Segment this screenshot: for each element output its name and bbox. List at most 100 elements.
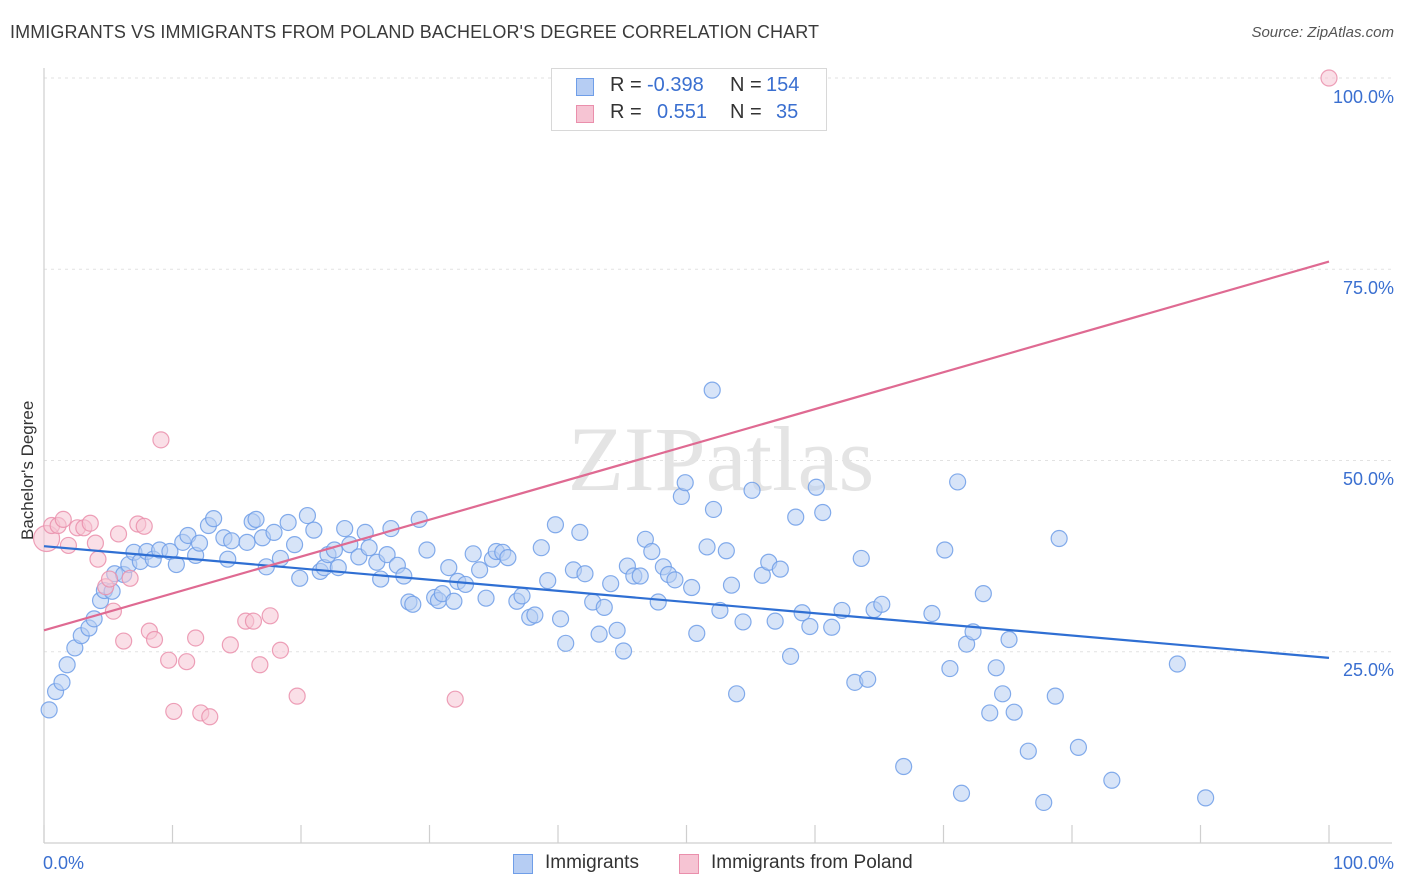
data-point	[823, 618, 841, 636]
n-label: N =	[730, 74, 762, 96]
data-point	[1069, 738, 1088, 756]
data-point	[987, 659, 1005, 677]
data-point	[360, 539, 378, 557]
data-point	[1320, 69, 1338, 87]
data-point	[305, 521, 323, 539]
data-point	[40, 701, 58, 719]
data-point	[952, 784, 971, 802]
data-point	[291, 569, 309, 587]
data-point	[814, 503, 832, 522]
data-point	[247, 510, 265, 529]
data-point	[285, 536, 304, 554]
y-axis-title: Bachelor's Degree	[18, 400, 37, 540]
data-point	[440, 558, 458, 577]
data-point	[941, 659, 959, 678]
legend-swatch-immigrants	[513, 854, 533, 874]
n-value: 35	[776, 101, 799, 123]
data-point	[771, 560, 789, 578]
data-point	[152, 431, 170, 449]
data-point	[666, 571, 684, 589]
data-point	[265, 523, 283, 542]
data-point	[595, 598, 613, 616]
correlation-legend: R = -0.398 N = 154 R = 0.551 N = 35	[551, 68, 827, 131]
data-point	[251, 656, 269, 674]
data-point	[219, 550, 237, 568]
n-label: N =	[730, 101, 762, 123]
data-point	[717, 542, 735, 560]
legend-swatch-immigrants	[576, 78, 594, 96]
n-value: 154	[766, 74, 800, 96]
data-point	[109, 525, 128, 543]
data-point	[949, 473, 967, 491]
data-point	[1197, 789, 1215, 807]
watermark: ZIPatlas	[568, 408, 875, 510]
data-point	[643, 542, 661, 561]
series-immigrants-from-poland	[32, 69, 1338, 726]
data-point	[873, 595, 891, 613]
trend-line-immigrants	[43, 545, 1330, 659]
x-tick-label-max: 100.0%	[1332, 853, 1394, 873]
data-point	[205, 510, 223, 528]
data-point	[1000, 630, 1018, 649]
data-point	[471, 561, 489, 579]
data-point	[1005, 703, 1023, 721]
data-point	[160, 651, 178, 669]
data-point	[418, 541, 436, 559]
data-point	[787, 508, 805, 526]
data-point	[923, 604, 941, 623]
data-point	[1168, 655, 1186, 673]
data-point	[608, 621, 626, 639]
y-tick-label: 50.0%	[1342, 469, 1394, 489]
r-value: 0.551	[657, 101, 708, 123]
data-point	[590, 625, 608, 643]
data-point	[499, 549, 517, 567]
data-point	[807, 478, 825, 496]
data-point	[288, 687, 306, 705]
data-point	[704, 500, 723, 519]
data-point	[167, 555, 185, 574]
legend-label-immigrants: Immigrants	[545, 852, 639, 873]
data-point	[86, 534, 105, 552]
data-point	[631, 567, 649, 585]
data-point	[53, 673, 71, 691]
y-tick-label: 25.0%	[1342, 660, 1394, 680]
data-point	[221, 636, 239, 654]
data-point	[89, 550, 107, 568]
data-point	[477, 589, 495, 607]
data-point	[859, 670, 877, 688]
data-point	[895, 757, 913, 776]
data-point	[571, 523, 589, 542]
data-point	[165, 702, 183, 721]
data-point	[271, 641, 290, 659]
data-point	[801, 617, 819, 636]
data-point	[766, 612, 784, 630]
data-point	[238, 533, 256, 551]
data-point	[298, 506, 317, 525]
data-point	[576, 565, 594, 583]
data-point	[135, 517, 153, 535]
data-point	[1050, 529, 1068, 548]
data-point	[743, 481, 761, 499]
gridlines	[44, 77, 1392, 653]
data-point	[698, 538, 716, 556]
data-point	[372, 570, 390, 588]
data-point	[201, 708, 219, 726]
x-tick-label-min: 0.0%	[43, 853, 85, 873]
r-label: R =	[610, 101, 642, 123]
data-point	[261, 607, 279, 625]
data-point	[974, 585, 992, 603]
chart-title: IMMIGRANTS VS IMMIGRANTS FROM POLAND BAC…	[10, 22, 820, 42]
y-tick-label: 100.0%	[1332, 87, 1394, 107]
data-point	[703, 381, 721, 399]
data-point	[145, 630, 164, 649]
data-point	[1103, 771, 1121, 789]
data-point	[445, 592, 463, 610]
data-point	[446, 690, 464, 708]
legend-row-poland: R = 0.551 N = 35	[552, 101, 826, 127]
legend-label-poland: Immigrants from Poland	[711, 852, 913, 873]
data-point	[532, 539, 550, 557]
data-point	[557, 634, 575, 652]
y-tick-label: 75.0%	[1342, 278, 1394, 298]
legend-swatch-poland	[576, 105, 594, 123]
